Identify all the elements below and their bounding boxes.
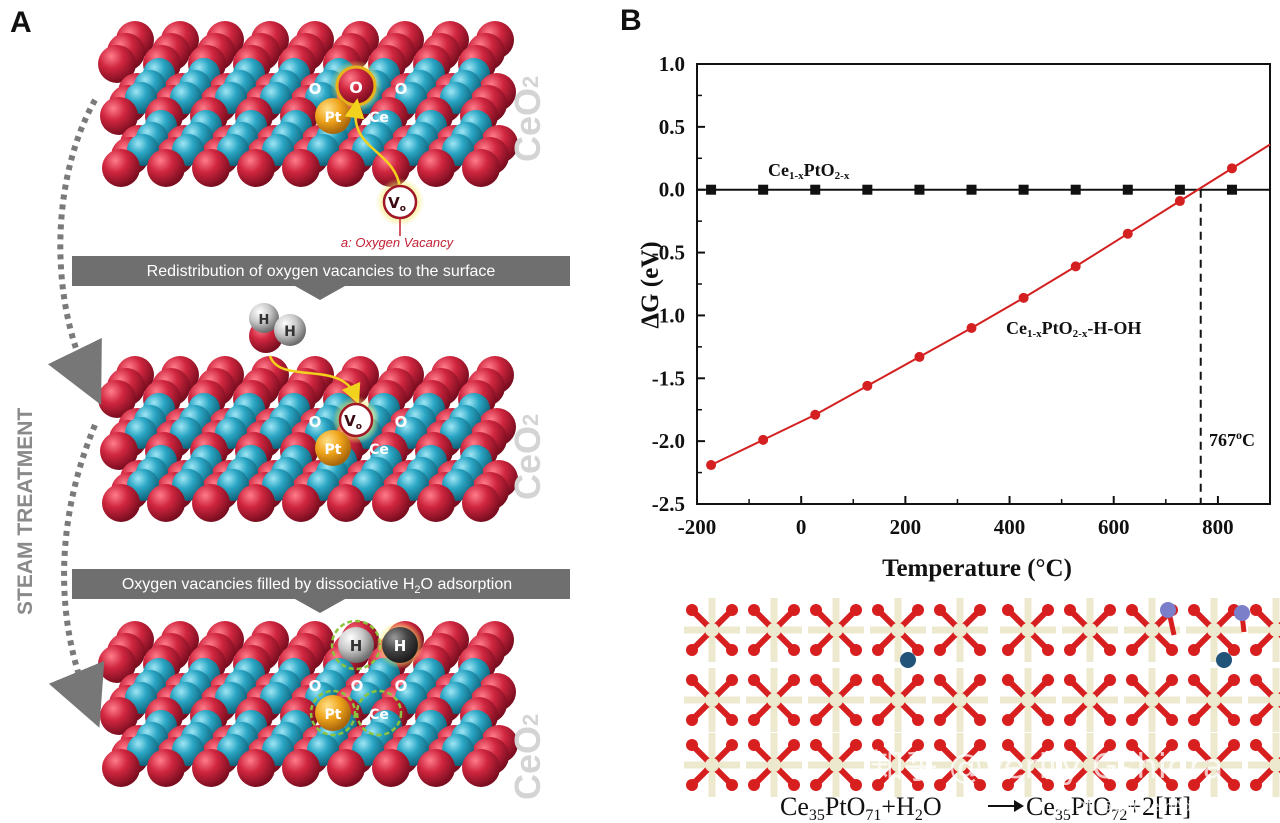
ceo2-label-top: CeO2 <box>507 76 548 162</box>
banner-redistribution-text: Redistribution of oxygen vacancies to th… <box>147 263 496 280</box>
adsorbed-h-2: H <box>394 637 407 655</box>
ceo2-slab-bottom <box>98 621 518 787</box>
atom-ce-2: Ce <box>369 442 389 458</box>
adsorbed-h-1: H <box>350 637 363 655</box>
series-point-ce-pto <box>810 184 821 195</box>
water-h-1: H <box>259 313 270 328</box>
panel-a-schematic: A CeO2 CeO2 CeO2 STEAM TREATMENT Redistr… <box>10 6 570 800</box>
series-point-ce-pto-h-oh <box>1018 292 1029 303</box>
ceo2-label-middle: CeO2 <box>507 414 548 500</box>
series-point-ce-pto-h-oh <box>966 323 977 333</box>
x-tick-label: 200 <box>890 515 922 539</box>
y-tick-label: -0.5 <box>652 241 685 265</box>
series-point-ce-pto <box>1174 184 1185 195</box>
atom-pt: Pt <box>325 110 342 126</box>
series-point-ce-pto-h-oh <box>706 460 717 471</box>
y-tick-label: -2.0 <box>652 429 685 453</box>
slab2-surface-atoms: H H Vo O O Pt Ce <box>249 303 407 466</box>
steam-treatment-label: STEAM TREATMENT <box>14 408 37 615</box>
series-point-ce-pto-h-oh <box>862 380 873 391</box>
atom-pt-2: Pt <box>325 442 342 458</box>
panel-b: B -200 0 200 400 600 800 1.0 0.5 0.0 -0.5 -1.0 -1.… <box>620 4 1280 823</box>
series-point-ce-pto-h-oh <box>1070 261 1081 272</box>
watermark-zhihu: 知乎 @Verity Gshidra <box>870 747 1223 787</box>
banner-filled-text: Oxygen vacancies filled by dissociative … <box>122 576 512 596</box>
series-point-ce-pto <box>758 184 769 195</box>
banner-filled: Oxygen vacancies filled by dissociative … <box>72 569 570 613</box>
series-point-ce-pto <box>862 184 873 195</box>
atom-o-left-3: O <box>309 677 322 695</box>
banner-redistribution: Redistribution of oxygen vacancies to th… <box>72 256 570 300</box>
x-tick-label: 0 <box>796 515 807 539</box>
atom-pt-3: Pt <box>325 707 342 723</box>
watermark-csdn: CSDN @SA0hemAdvance <box>1056 799 1233 815</box>
x-axis-title: Temperature (°C) <box>882 555 1072 582</box>
series-group <box>697 143 1271 471</box>
series-point-ce-pto-h-oh <box>1174 196 1185 207</box>
y-tick-label: 1.0 <box>659 52 685 76</box>
y-tick-label: 0.0 <box>659 178 685 202</box>
series-label-ce-pto: Ce1-xPtO2-x <box>768 160 850 182</box>
atom-ce: Ce <box>369 110 389 126</box>
ceo2-slab-middle <box>98 356 518 522</box>
vacancy-label: a: Oxygen Vacancy <box>341 235 455 250</box>
water-h-2: H <box>284 324 296 340</box>
series-point-ce-pto <box>914 184 925 195</box>
series-point-ce-pto <box>1226 184 1237 195</box>
vacancy-vo-1: Vo <box>388 194 406 214</box>
reaction-equation: Ce35PtO71+H2O <box>780 792 942 823</box>
atom-o-right-3: O <box>395 677 408 695</box>
x-axis: -200 0 200 400 600 800 <box>678 496 1234 539</box>
annotation-767c: 767oC <box>1209 428 1255 450</box>
atom-o-left-2: O <box>309 413 322 431</box>
x-tick-label: 800 <box>1202 515 1234 539</box>
ceo2-slab-top <box>98 21 518 187</box>
series-point-ce-pto <box>706 184 717 195</box>
x-tick-label: 400 <box>994 515 1026 539</box>
slab1-surface-atoms: O O O Pt Ce Vo a: Oxygen Vacancy <box>309 60 455 250</box>
y-tick-label: -2.5 <box>652 492 685 516</box>
reaction-arrow <box>988 800 1024 812</box>
atom-ce-3: Ce <box>369 707 389 723</box>
slab3-surface-atoms: H H O O O Pt Ce <box>309 619 424 737</box>
steam-arrow-1 <box>47 98 102 405</box>
y-tick-label: -1.0 <box>652 303 685 327</box>
atom-o-center: O <box>349 78 363 97</box>
series-point-ce-pto <box>966 184 977 195</box>
atom-o-left: O <box>309 80 322 98</box>
structure-after <box>1000 598 1280 797</box>
ceo2-label-bottom: CeO2 <box>507 714 548 800</box>
reaction-equation-products: Ce35PtO72+2[H] <box>1026 792 1191 823</box>
panel-a-letter: A <box>10 6 32 39</box>
atom-o-center-3: O <box>351 677 364 695</box>
series-point-ce-pto <box>1070 184 1081 195</box>
series-point-ce-pto-h-oh <box>1226 163 1237 174</box>
plot-frame <box>696 63 1271 505</box>
structure-before <box>684 598 990 797</box>
vacancy-vo-2: Vo <box>344 412 362 432</box>
steam-arrow-2 <box>48 423 105 728</box>
atom-o-right: O <box>395 80 408 98</box>
series-point-ce-pto-h-oh <box>758 434 769 445</box>
y-axis: 1.0 0.5 0.0 -0.5 -1.0 -1.5 -2.0 -2.5 <box>652 52 705 516</box>
series-point-ce-pto-h-oh <box>914 351 925 362</box>
series-line-ce-pto-h-oh <box>710 143 1271 466</box>
delta-g-chart: -200 0 200 400 600 800 1.0 0.5 0.0 -0.5 -1.0 -1.5 -… <box>637 52 1271 582</box>
y-axis-title: ΔG (eV) <box>637 241 664 328</box>
series-point-ce-pto-h-oh <box>810 409 821 420</box>
y-tick-label: 0.5 <box>659 115 685 139</box>
x-tick-label: 600 <box>1098 515 1130 539</box>
x-tick-label: -200 <box>678 515 717 539</box>
series-point-ce-pto-h-oh <box>1122 228 1133 239</box>
series-point-ce-pto <box>1122 184 1133 195</box>
series-label-ce-pto-h-oh: Ce1-xPtO2-x-H-OH <box>1006 318 1141 340</box>
y-tick-label: -1.5 <box>652 366 685 390</box>
atom-o-right-2: O <box>395 413 408 431</box>
series-point-ce-pto <box>1018 184 1029 195</box>
panel-b-letter: B <box>620 4 642 37</box>
